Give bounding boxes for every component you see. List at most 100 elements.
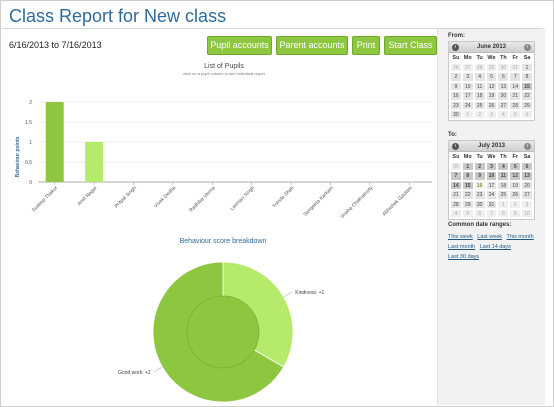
calendar-day[interactable]: 16	[450, 91, 462, 101]
calendar-day[interactable]: 1	[461, 109, 474, 120]
calendar-day[interactable]: 25	[473, 100, 486, 110]
calendar-day[interactable]: 19	[509, 180, 522, 191]
calendar-day[interactable]: 2	[509, 199, 522, 209]
calendar-day[interactable]: 5	[485, 72, 498, 82]
calendar-day[interactable]: 10	[461, 81, 474, 92]
calendar-day[interactable]: 2	[473, 109, 486, 120]
calendar-day[interactable]: 3	[485, 109, 498, 120]
calendar-day[interactable]: 27	[461, 63, 474, 73]
calendar-day[interactable]: 6	[473, 208, 486, 219]
calendar-day[interactable]: 1	[461, 162, 474, 172]
parent-accounts-button[interactable]: Parent accounts	[276, 36, 348, 55]
calendar-day[interactable]: 30	[497, 63, 510, 73]
calendar-day[interactable]: 21	[450, 190, 462, 200]
calendar-day[interactable]: 29	[485, 63, 498, 73]
calendar-day[interactable]: 26	[485, 100, 498, 110]
range-link-this-week[interactable]: This week	[448, 234, 473, 240]
calendar-day[interactable]: 17	[485, 180, 498, 191]
calendar-day[interactable]: 19	[485, 91, 498, 101]
calendar-day[interactable]: 20	[521, 180, 533, 191]
print-button[interactable]: Print	[352, 36, 380, 55]
calendar-day[interactable]: 31	[485, 199, 498, 209]
calendar-day[interactable]: 8	[461, 171, 474, 181]
calendar-day[interactable]: 30	[450, 162, 462, 172]
calendar-day[interactable]: 4	[497, 162, 510, 172]
calendar-day[interactable]: 6	[521, 162, 533, 172]
calendar-day[interactable]: 17	[461, 91, 474, 101]
calendar-day[interactable]: 26	[450, 63, 462, 73]
calendar-day[interactable]: 6	[497, 72, 510, 82]
calendar-day[interactable]: 4	[473, 72, 486, 82]
calendar-day[interactable]: 15	[461, 180, 474, 191]
prev-month-icon[interactable]: ‹	[452, 44, 459, 51]
calendar-day[interactable]: 18	[473, 91, 486, 101]
calendar-day[interactable]: 3	[461, 72, 474, 82]
calendar-day[interactable]: 3	[485, 162, 498, 172]
calendar-day[interactable]: 7	[485, 208, 498, 219]
calendar-day[interactable]: 8	[521, 72, 533, 82]
pupil-bar-chart[interactable]: List of Pupils click on a pupil column t…	[7, 57, 436, 237]
calendar-day[interactable]: 22	[461, 190, 474, 200]
prev-month-icon[interactable]: ‹	[452, 143, 459, 150]
calendar-day[interactable]: 29	[461, 199, 474, 209]
range-link-last-week[interactable]: Last week	[477, 234, 503, 240]
calendar-day[interactable]: 29	[521, 100, 533, 110]
calendar-day[interactable]: 16	[473, 180, 486, 191]
calendar-day[interactable]: 9	[450, 81, 462, 92]
next-month-icon[interactable]: ›	[524, 44, 531, 51]
calendar-day[interactable]: 5	[509, 109, 522, 120]
calendar-day[interactable]: 3	[521, 199, 533, 209]
pupil-accounts-button[interactable]: Pupil accounts	[207, 36, 272, 55]
calendar-day[interactable]: 9	[509, 208, 522, 219]
calendar-day[interactable]: 13	[497, 81, 510, 92]
calendar-day[interactable]: 24	[461, 100, 474, 110]
calendar-day[interactable]: 28	[450, 199, 462, 209]
calendar-day[interactable]: 27	[497, 100, 510, 110]
calendar-day[interactable]: 1	[521, 63, 533, 73]
bar-2[interactable]	[85, 142, 104, 182]
calendar-day[interactable]: 14	[450, 180, 462, 191]
calendar-day[interactable]: 31	[509, 63, 522, 73]
calendar-day[interactable]: 10	[521, 208, 533, 219]
calendar-day[interactable]: 30	[473, 199, 486, 209]
range-link-last-30-days[interactable]: Last 30 days	[448, 254, 480, 260]
calendar-day[interactable]: 4	[450, 208, 462, 219]
calendar-day[interactable]: 5	[461, 208, 474, 219]
calendar-day[interactable]: 11	[473, 81, 486, 92]
calendar-day[interactable]: 28	[509, 100, 522, 110]
calendar-day[interactable]: 20	[497, 91, 510, 101]
calendar-day[interactable]: 5	[509, 162, 522, 172]
calendar-day[interactable]: 9	[473, 171, 486, 181]
start-class-button[interactable]: Start Class	[384, 36, 437, 55]
bar-1[interactable]	[45, 102, 64, 182]
to-calendar[interactable]: ‹ July 2013 › Su Mo Tu We Th Fr Sa 30 1 2 3 4 5 6 7 8 9 1…	[448, 140, 535, 221]
calendar-day[interactable]: 14	[509, 81, 522, 92]
calendar-day[interactable]: 7	[509, 72, 522, 82]
next-month-icon[interactable]: ›	[524, 143, 531, 150]
calendar-day[interactable]: 2	[473, 162, 486, 172]
calendar-day[interactable]: 22	[521, 91, 533, 101]
calendar-day[interactable]: 8	[497, 208, 510, 219]
calendar-day[interactable]: 15	[521, 81, 533, 92]
from-calendar[interactable]: ‹ June 2013 › Su Mo Tu We Th Fr Sa 26 27 28 29 30 31…	[448, 41, 535, 122]
calendar-day[interactable]: 2	[450, 72, 462, 82]
calendar-day[interactable]: 26	[509, 190, 522, 200]
calendar-day[interactable]: 4	[497, 109, 510, 120]
range-link-last-14-days[interactable]: Last 14 days	[479, 244, 511, 250]
calendar-day[interactable]: 10	[485, 171, 498, 181]
calendar-day[interactable]: 7	[450, 171, 462, 181]
calendar-day[interactable]: 21	[509, 91, 522, 101]
calendar-day[interactable]: 23	[473, 190, 486, 200]
calendar-day[interactable]: 1	[497, 199, 510, 209]
range-link-last-month[interactable]: Last month	[448, 244, 476, 250]
calendar-day[interactable]: 12	[485, 81, 498, 92]
calendar-day[interactable]: 28	[473, 63, 486, 73]
calendar-day[interactable]: 11	[497, 171, 510, 181]
calendar-day[interactable]: 23	[450, 100, 462, 110]
calendar-day[interactable]: 27	[521, 190, 533, 200]
range-link-this-month[interactable]: This month	[506, 234, 534, 240]
calendar-day[interactable]: 13	[521, 171, 533, 181]
calendar-day[interactable]: 12	[509, 171, 522, 181]
behaviour-donut-chart[interactable]: Behaviour score breakdown Kindness: +1 Go…	[7, 237, 436, 403]
calendar-day[interactable]: 25	[497, 190, 510, 200]
